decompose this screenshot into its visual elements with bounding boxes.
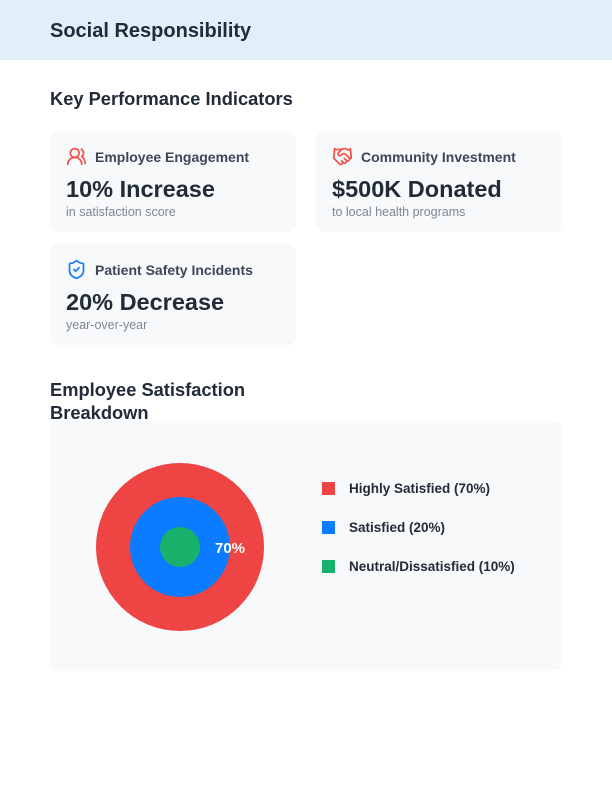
svg-text:Neutral/Dissatisfied (10%): Neutral/Dissatisfied (10%): [349, 559, 515, 574]
svg-text:70%: 70%: [215, 540, 245, 557]
svg-text:Highly Satisfied (70%): Highly Satisfied (70%): [349, 481, 490, 496]
svg-text:Satisfied (20%): Satisfied (20%): [349, 520, 445, 535]
